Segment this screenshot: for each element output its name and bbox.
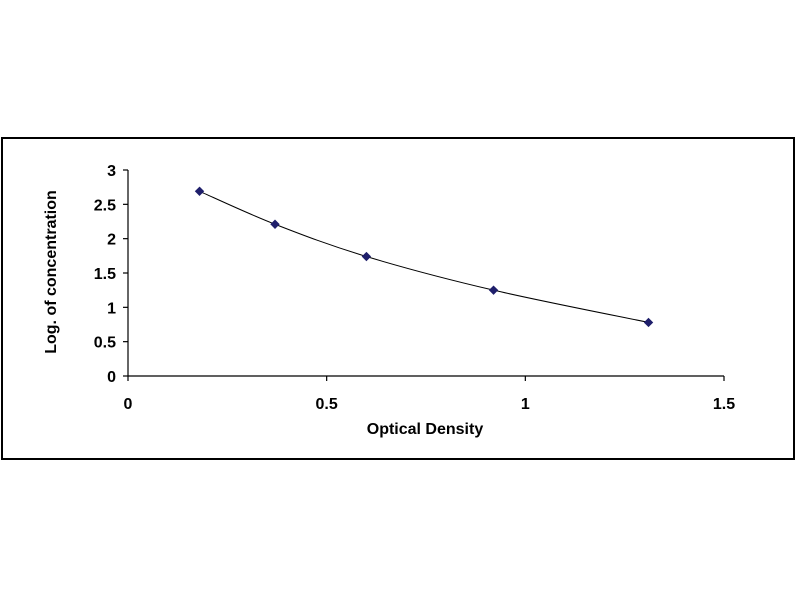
data-point xyxy=(194,186,205,196)
y-tick-label: 0.5 xyxy=(94,335,116,352)
data-point xyxy=(643,317,654,328)
axes xyxy=(123,169,725,381)
data-point xyxy=(361,251,372,262)
y-tick-label: 1 xyxy=(107,300,116,317)
x-axis-title: Optical Density xyxy=(367,421,484,438)
data-point xyxy=(270,219,280,229)
tick-labels-layer: 0 0.5 1 1.5 2 2.5 3 0 0.5 1 1.5 xyxy=(94,163,735,413)
x-tick-label: 0.5 xyxy=(316,396,338,413)
data-point xyxy=(488,285,499,295)
chart-frame xyxy=(1,137,795,460)
x-tick-label: 1 xyxy=(521,396,530,413)
y-tick-label: 3 xyxy=(107,163,116,180)
x-tick-label: 0 xyxy=(124,396,133,413)
y-tick-label: 2 xyxy=(107,232,116,249)
data-points-layer xyxy=(194,186,654,328)
trend-curve xyxy=(199,190,649,323)
y-tick-label: 0 xyxy=(107,369,116,386)
x-tick-label: 1.5 xyxy=(713,396,735,413)
y-tick-label: 2.5 xyxy=(94,197,116,214)
y-axis-title: Log. of concentration xyxy=(43,190,60,354)
trend-curve-layer xyxy=(199,190,649,323)
y-tick-label: 1.5 xyxy=(94,266,116,283)
